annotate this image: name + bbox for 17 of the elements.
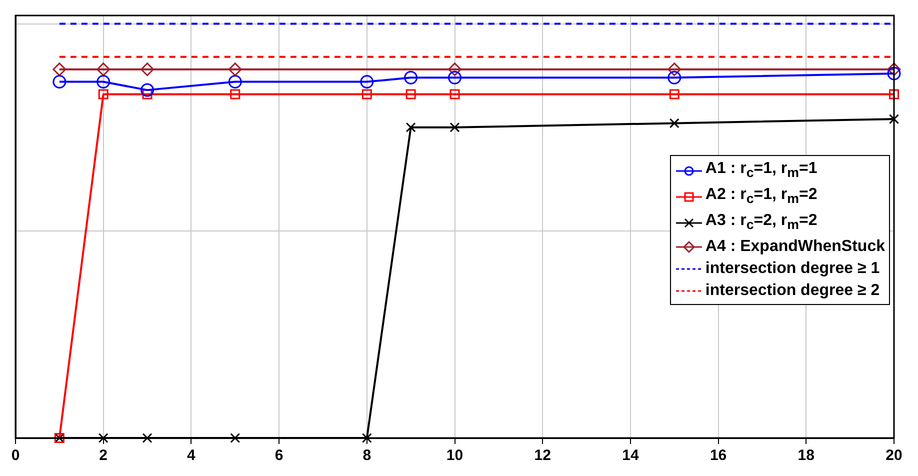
legend-label: A4 : ExpandWhenStuck — [705, 237, 885, 258]
legend-label: A3 : r$_{c}$=2, r$_{m}$=2 — [705, 211, 818, 234]
x-tick-label: 4 — [187, 447, 196, 464]
x-tick-label: 2 — [99, 447, 108, 464]
legend-label: intersection degree ≥ 1 — [705, 259, 880, 280]
x-tick-label: 14 — [622, 447, 640, 464]
legend-label: intersection degree ≥ 2 — [705, 281, 880, 302]
x-tick-label: 0 — [11, 447, 20, 464]
legend-label: A2 : r$_{c}$=1, r$_{m}$=2 — [705, 185, 818, 208]
x-tick-label: 20 — [886, 447, 902, 464]
x-tick-label: 18 — [798, 447, 814, 464]
x-tick-label: 16 — [710, 447, 727, 464]
x-tick-label: 6 — [274, 447, 284, 464]
x-tick-label: 12 — [534, 447, 551, 464]
x-tick-label: 10 — [446, 447, 464, 464]
x-tick-label: 8 — [362, 447, 372, 464]
legend-label: A1 : r$_{c}$=1, r$_{m}$=1 — [705, 158, 818, 182]
